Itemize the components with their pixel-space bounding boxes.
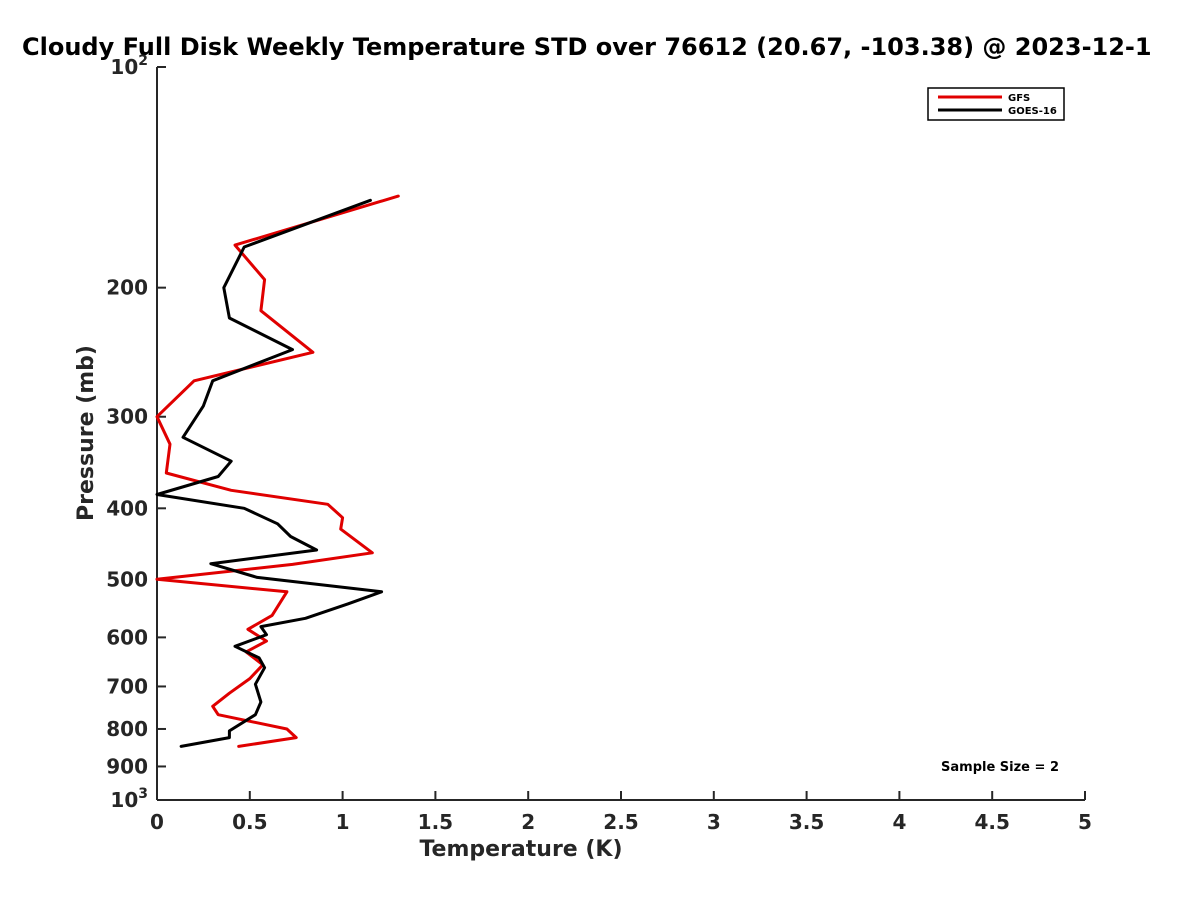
y-tick-label: 400 — [106, 496, 148, 520]
legend-box — [927, 87, 1065, 121]
chart-title: Cloudy Full Disk Weekly Temperature STD … — [22, 33, 1152, 61]
x-tick-label: 4 — [892, 810, 906, 834]
legend: GFS GOES-16 — [927, 87, 1065, 121]
legend-label-gfs: GFS — [1008, 93, 1030, 104]
x-tick-label: 5 — [1078, 810, 1092, 834]
x-tick-label: 2 — [521, 810, 535, 834]
series-layer — [155, 194, 400, 748]
y-tick-label-power: 103 — [110, 786, 148, 812]
y-axis-label: Pressure (mb) — [74, 345, 99, 521]
y-tick-label: 200 — [106, 276, 148, 300]
y-tick-label: 900 — [106, 754, 148, 778]
axes: 0 0.5 1 1.5 2 2.5 3 3.5 4 4.5 5 200 300 400 500 600 700 8… — [106, 53, 1092, 834]
y-tick-label: 500 — [106, 567, 148, 591]
series-line-goes-16 — [155, 198, 384, 748]
y-tick-label: 800 — [106, 717, 148, 741]
y-tick-label-power: 102 — [110, 53, 148, 79]
x-tick-label: 0 — [150, 810, 164, 834]
x-tick-label: 4.5 — [974, 810, 1009, 834]
x-tick-label: 0.5 — [232, 810, 267, 834]
x-axis-label: Temperature (K) — [419, 837, 622, 862]
x-tick-label: 1.5 — [418, 810, 453, 834]
legend-label-goes-16: GOES-16 — [1008, 106, 1057, 117]
x-tick-label: 3.5 — [789, 810, 824, 834]
y-tick-label: 600 — [106, 625, 148, 649]
y-tick-label: 300 — [106, 405, 148, 429]
sample-size-annotation: Sample Size = 2 — [941, 760, 1059, 775]
x-tick-label: 3 — [707, 810, 721, 834]
y-tick-label: 700 — [106, 674, 148, 698]
x-tick-label: 1 — [336, 810, 350, 834]
series-line-gfs — [155, 194, 400, 748]
x-tick-label: 2.5 — [603, 810, 638, 834]
